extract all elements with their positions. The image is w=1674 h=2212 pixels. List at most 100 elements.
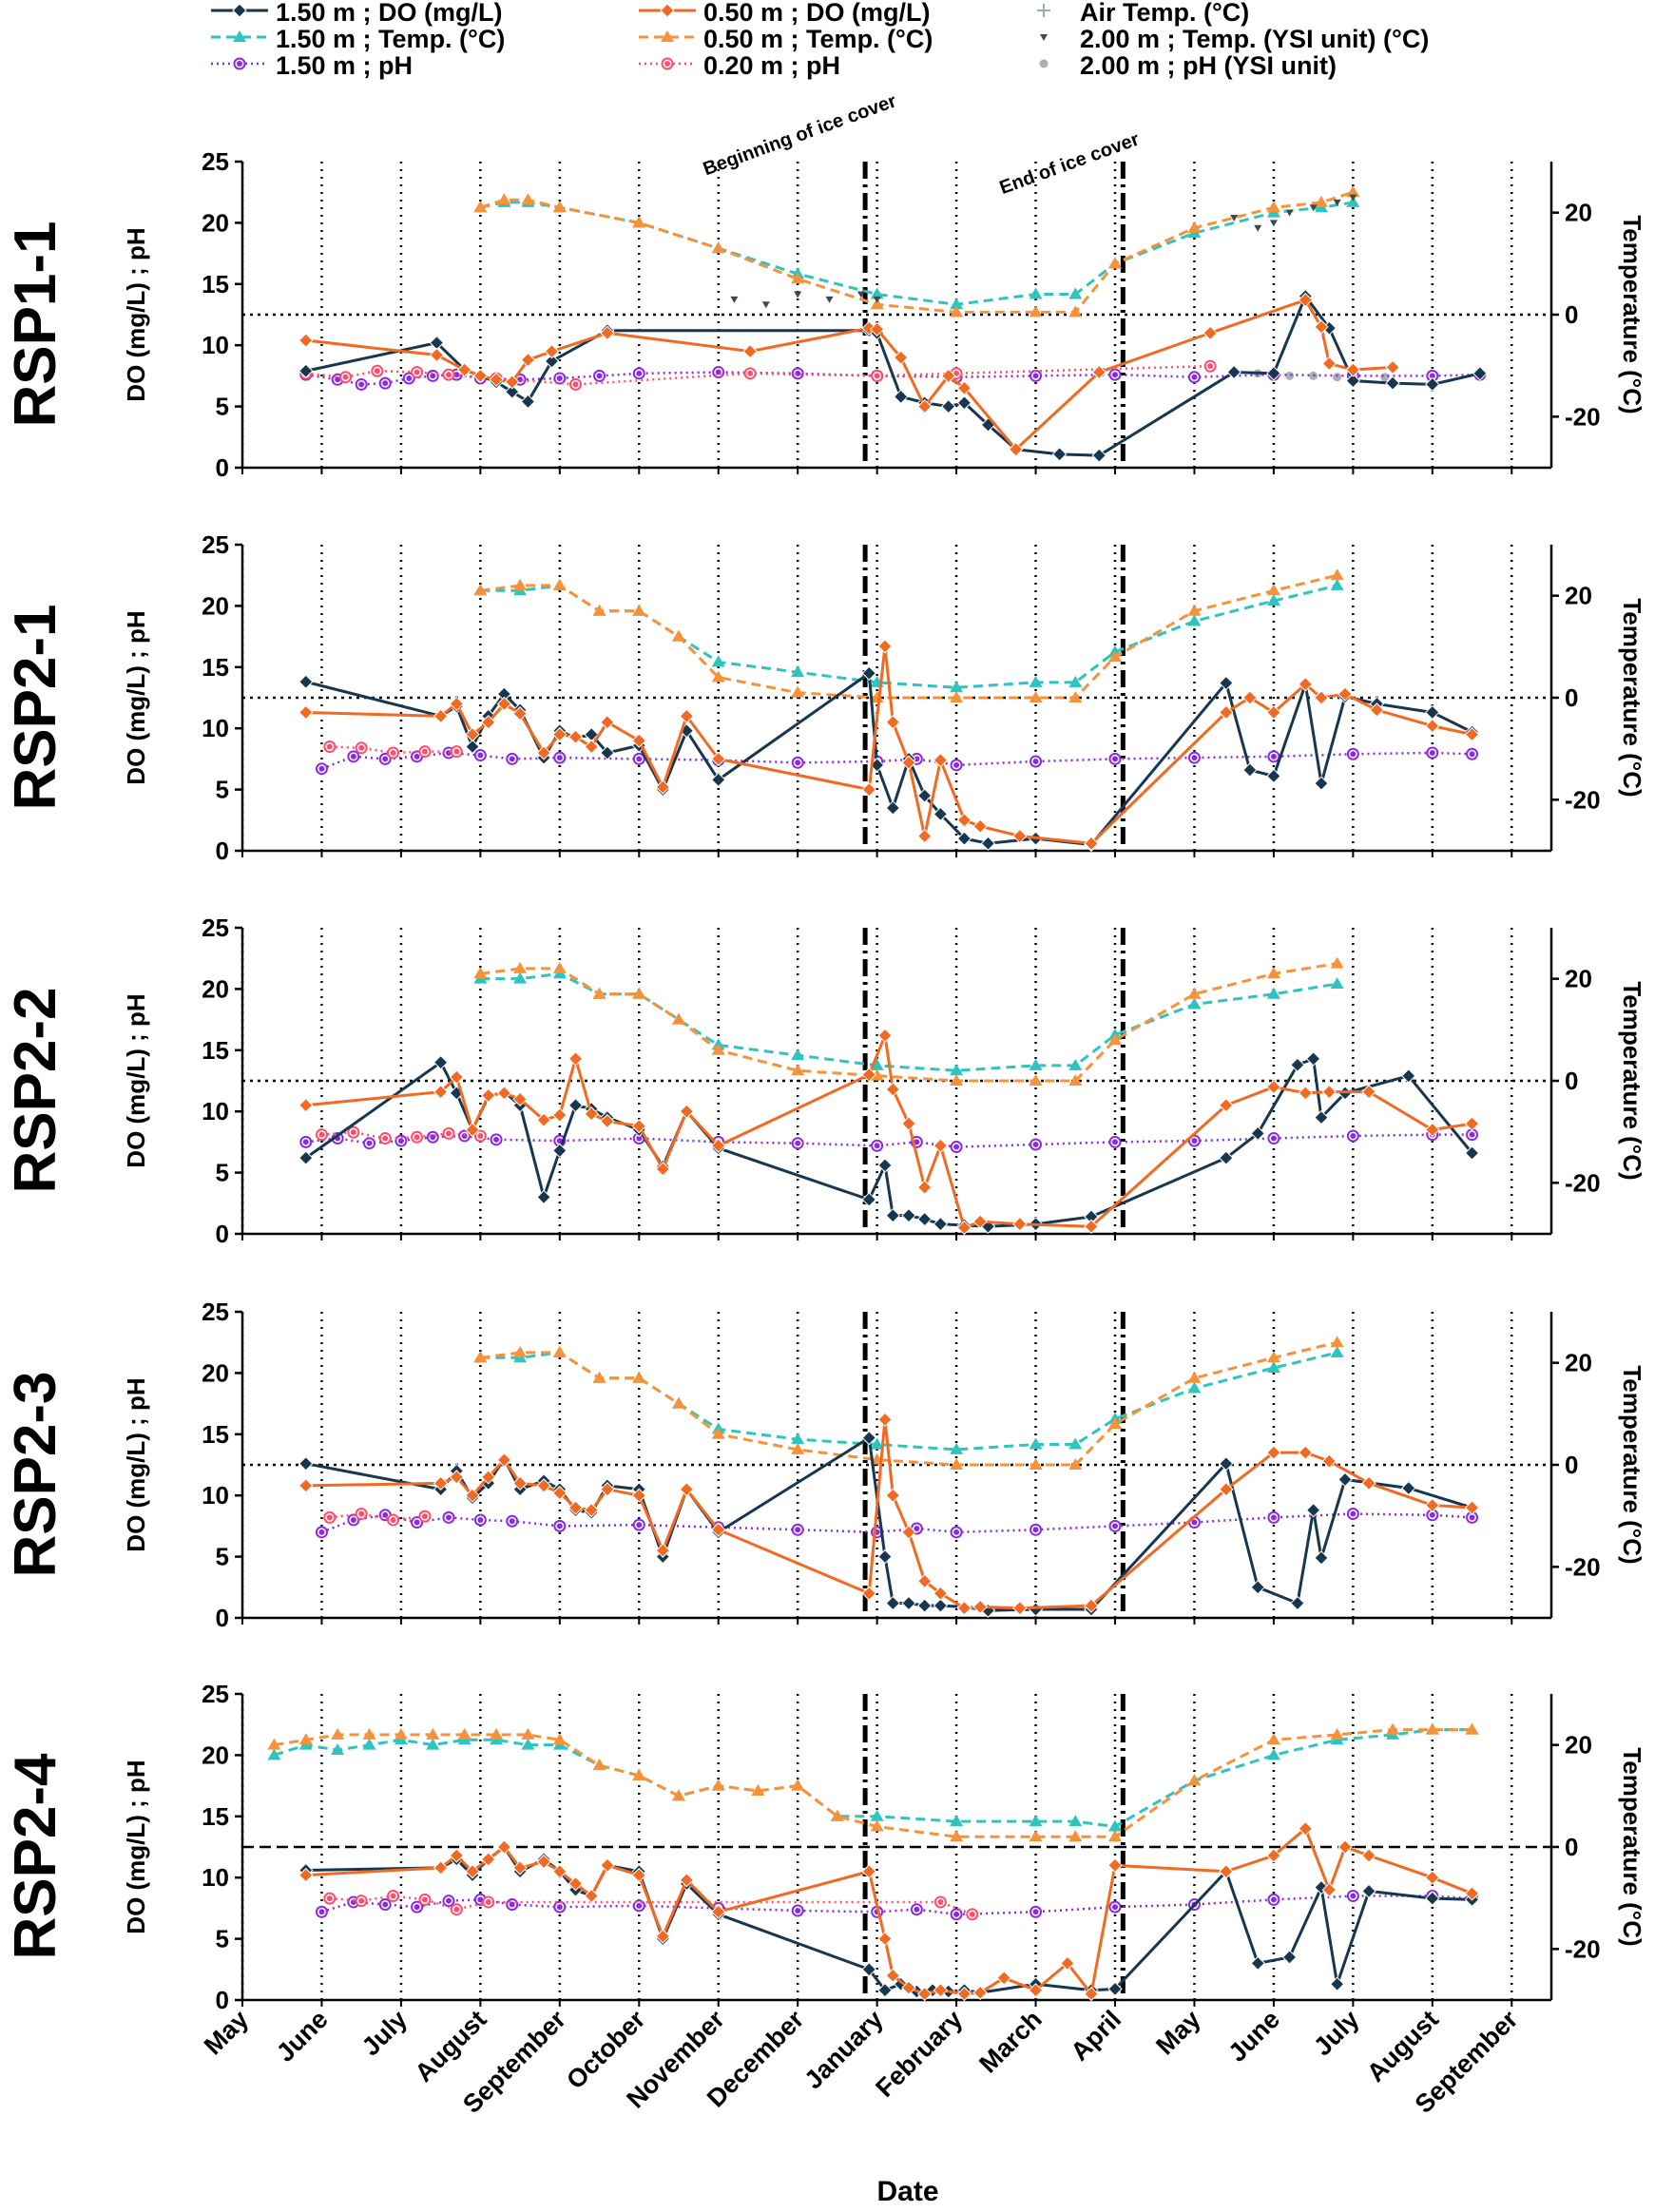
left-tick-label: 10 [202,331,229,359]
data-point [1219,1150,1234,1165]
data-point [1008,441,1024,457]
data-point [1321,1453,1337,1469]
data-point [331,1727,345,1740]
data-point [956,395,972,411]
left-tick-label: 5 [216,1159,229,1187]
data-point [870,287,884,299]
data-point-core [1032,1141,1039,1147]
legend-swatch-marker-core [237,61,242,67]
data-point [267,1738,281,1750]
data-point [521,193,535,205]
series-t050 [473,1336,1344,1470]
data-point [298,1098,314,1113]
data-point [1029,691,1043,702]
data-point [1425,1722,1439,1735]
left-tick-label: 0 [216,1604,229,1632]
data-point [632,1371,646,1383]
left-tick-label: 20 [202,974,229,1003]
annotation-ice-end: End of ice cover [997,129,1143,200]
data-point [632,1768,646,1780]
data-point-core [445,1130,452,1137]
data-point-core [350,1129,356,1136]
series-do050 [298,1412,1480,1616]
data-point-core [421,748,428,755]
data-point [1465,1722,1479,1735]
data-point-core [1270,1514,1277,1521]
data-point [711,772,726,788]
legend: 1.50 m ; DO (mg/L)1.50 m ; Temp. (°C)1.5… [211,0,1429,80]
left-tick-label: 15 [202,1420,229,1449]
data-point [672,1012,685,1025]
right-tick-label: 20 [1565,1731,1592,1760]
left-tick-label: 10 [202,1097,229,1125]
data-point [1337,686,1353,702]
data-point [870,1068,884,1081]
right-tick-label: 20 [1565,1349,1592,1377]
data-point [893,350,909,365]
panel-rsp2-3: RSP2-3 DO (mg/L) ; pH Temperature (°C) 0 5 10… [3,1298,1646,1632]
data-point [1230,215,1239,222]
data-point [672,1789,685,1801]
data-point [600,1857,615,1874]
data-point-core [382,1511,389,1518]
data-point [655,779,671,795]
month-tick-label: February [870,2005,968,2103]
data-point [1108,1819,1122,1832]
data-point-core [636,1135,643,1142]
data-point [298,1456,314,1471]
data-point [513,971,528,984]
data-point [1108,1033,1122,1046]
annotation-ice-begin: Beginning of ice cover [701,90,899,180]
data-point [1330,977,1344,990]
data-point [917,1986,933,2002]
data-point [429,347,445,363]
data-point [1266,584,1280,596]
data-point [1425,718,1440,734]
data-point-core [747,370,754,376]
legend-swatch-marker [233,30,246,42]
data-point [791,1064,805,1076]
data-point-core [914,1525,920,1531]
data-point [1091,448,1107,463]
data-point [1349,194,1357,202]
data-point [917,788,933,803]
data-point-core [953,370,960,376]
data-point [711,241,725,254]
data-point-core [326,743,333,750]
data-point [552,726,568,742]
data-point [1345,373,1361,389]
data-point-core [406,375,413,381]
data-point [980,836,996,851]
data-point [1330,568,1344,581]
data-point [711,655,725,667]
data-point [433,708,449,724]
data-point [956,831,972,846]
data-point [1029,1437,1043,1450]
data-point [481,1852,496,1867]
data-point [489,372,504,387]
data-point [877,1158,893,1173]
data-point [1266,201,1280,213]
data-point [1314,195,1328,207]
data-point-core [1350,1893,1357,1899]
data-point [465,726,480,742]
data-point-core [914,756,920,762]
data-point [1250,1125,1265,1142]
data-point-core [596,373,603,379]
data-point [1029,305,1043,317]
data-point [956,1600,972,1616]
data-point [1401,1480,1416,1496]
left-tick-label: 0 [216,1220,229,1248]
data-point-core [350,753,356,760]
data-point [873,296,881,303]
data-point-core [795,1527,801,1533]
data-point-core [461,1132,468,1139]
data-point [1266,366,1281,381]
data-point-core [382,1135,389,1142]
data-point-core [795,1907,801,1914]
data-point-core [953,761,960,768]
data-point-core [453,372,460,378]
left-tick-label: 5 [216,1543,229,1571]
left-tick-label: 25 [202,1298,229,1326]
